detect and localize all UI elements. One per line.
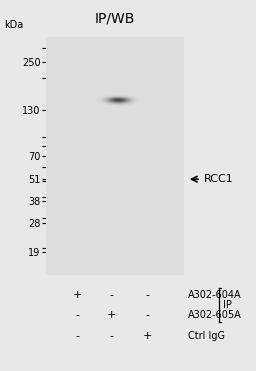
Text: RCC1: RCC1 xyxy=(204,174,233,184)
Bar xyxy=(46,37,184,275)
Text: A302-605A: A302-605A xyxy=(188,311,242,320)
Text: +: + xyxy=(142,331,152,341)
Text: -: - xyxy=(109,331,113,341)
Text: +: + xyxy=(73,290,83,300)
Text: kDa: kDa xyxy=(5,20,24,30)
Text: A302-604A: A302-604A xyxy=(188,290,242,300)
Text: +: + xyxy=(106,311,116,320)
Text: -: - xyxy=(145,311,149,320)
Text: -: - xyxy=(109,290,113,300)
Text: Ctrl IgG: Ctrl IgG xyxy=(188,331,225,341)
Text: -: - xyxy=(76,331,80,341)
Text: -: - xyxy=(76,311,80,320)
Text: IP: IP xyxy=(223,300,232,310)
Text: IP/WB: IP/WB xyxy=(95,11,135,25)
Text: -: - xyxy=(145,290,149,300)
